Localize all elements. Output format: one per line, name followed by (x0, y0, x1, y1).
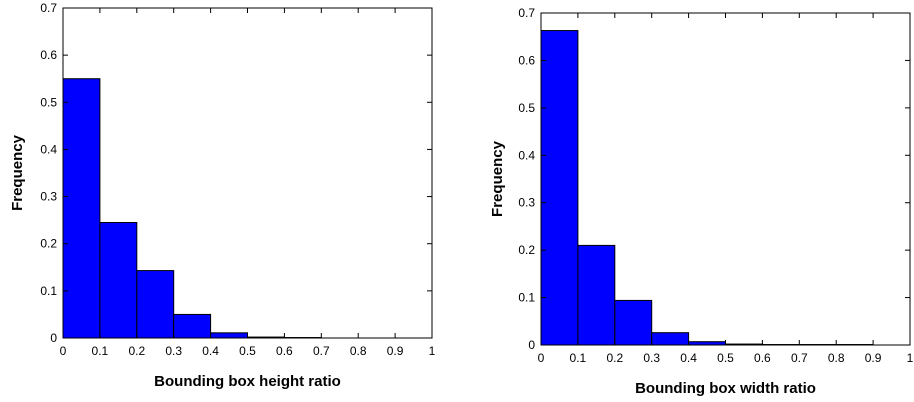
x-tick-label: 0.2 (128, 344, 145, 358)
y-tick-label: 0 (528, 338, 535, 352)
y-tick-label: 0.5 (518, 101, 535, 115)
x-tick-label: 0 (538, 351, 545, 365)
histogram-bar (99, 222, 138, 339)
histogram-bar (62, 78, 101, 339)
histogram-bar (540, 30, 579, 346)
y-tick-label: 0.6 (518, 53, 535, 67)
x-tick-label: 0.9 (387, 344, 404, 358)
x-tick-label: 0.6 (276, 344, 293, 358)
y-tick-label: 0.6 (40, 48, 57, 62)
x-tick-label: 0.5 (717, 351, 734, 365)
x-tick-label: 1 (907, 351, 914, 365)
histogram-bar (210, 332, 249, 339)
histogram-bar (651, 332, 690, 346)
y-tick-label: 0.5 (40, 95, 57, 109)
histogram-bar (688, 341, 726, 346)
y-tick-label: 0.7 (40, 1, 57, 15)
height-ratio-histogram: 0 0.1 0.2 0.3 0.4 0.5 0.6 0.7 0.8 0.9 1 0 0.1 0.2 0.3 0… (9, 1, 436, 390)
y-tick-label: 0.2 (518, 243, 535, 257)
x-tick-label: 0.5 (239, 344, 256, 358)
x-tick-label: 0.4 (680, 351, 697, 365)
x-tick-label: 0.4 (202, 344, 219, 358)
histogram-bar (614, 299, 653, 346)
x-tick-label: 0.1 (570, 351, 587, 365)
histogram-bar (173, 313, 212, 339)
y-tick-label: 0.1 (40, 284, 57, 298)
y-tick-label: 0.4 (518, 148, 535, 162)
y-axis-label: Frequency (9, 134, 26, 211)
x-tick-label: 0.7 (313, 344, 330, 358)
x-tick-label: 0.3 (165, 344, 182, 358)
y-tick-label: 0.4 (40, 142, 57, 156)
x-tick-label: 0.3 (643, 351, 660, 365)
width-ratio-histogram: 0 0.1 0.2 0.3 0.4 0.5 0.6 0.7 0.8 0.9 1 0 0.1 0.2 0.3 0… (489, 6, 914, 397)
y-tick-label: 0.7 (518, 6, 535, 20)
y-tick-label: 0.1 (518, 291, 535, 305)
x-axis-label: Bounding box width ratio (635, 380, 816, 397)
x-tick-label: 0.6 (754, 351, 771, 365)
y-tick-label: 0.3 (518, 196, 535, 210)
y-axis-label: Frequency (489, 140, 506, 217)
x-tick-label: 0.1 (92, 344, 109, 358)
histogram-bar (577, 244, 616, 346)
x-tick-label: 1 (429, 344, 436, 358)
x-tick-label: 0.7 (791, 351, 808, 365)
x-axis-label: Bounding box height ratio (154, 373, 341, 390)
y-tick-label: 0.2 (40, 237, 57, 251)
y-tick-label: 0.3 (40, 190, 57, 204)
x-tick-label: 0.8 (828, 351, 845, 365)
x-tick-label: 0 (60, 344, 67, 358)
y-tick-label: 0 (50, 331, 57, 345)
x-tick-label: 0.9 (865, 351, 882, 365)
x-tick-label: 0.8 (350, 344, 367, 358)
x-tick-label: 0.2 (606, 351, 623, 365)
histogram-bar (136, 270, 175, 339)
histogram-bar (725, 343, 763, 346)
histogram-bar (247, 336, 285, 339)
